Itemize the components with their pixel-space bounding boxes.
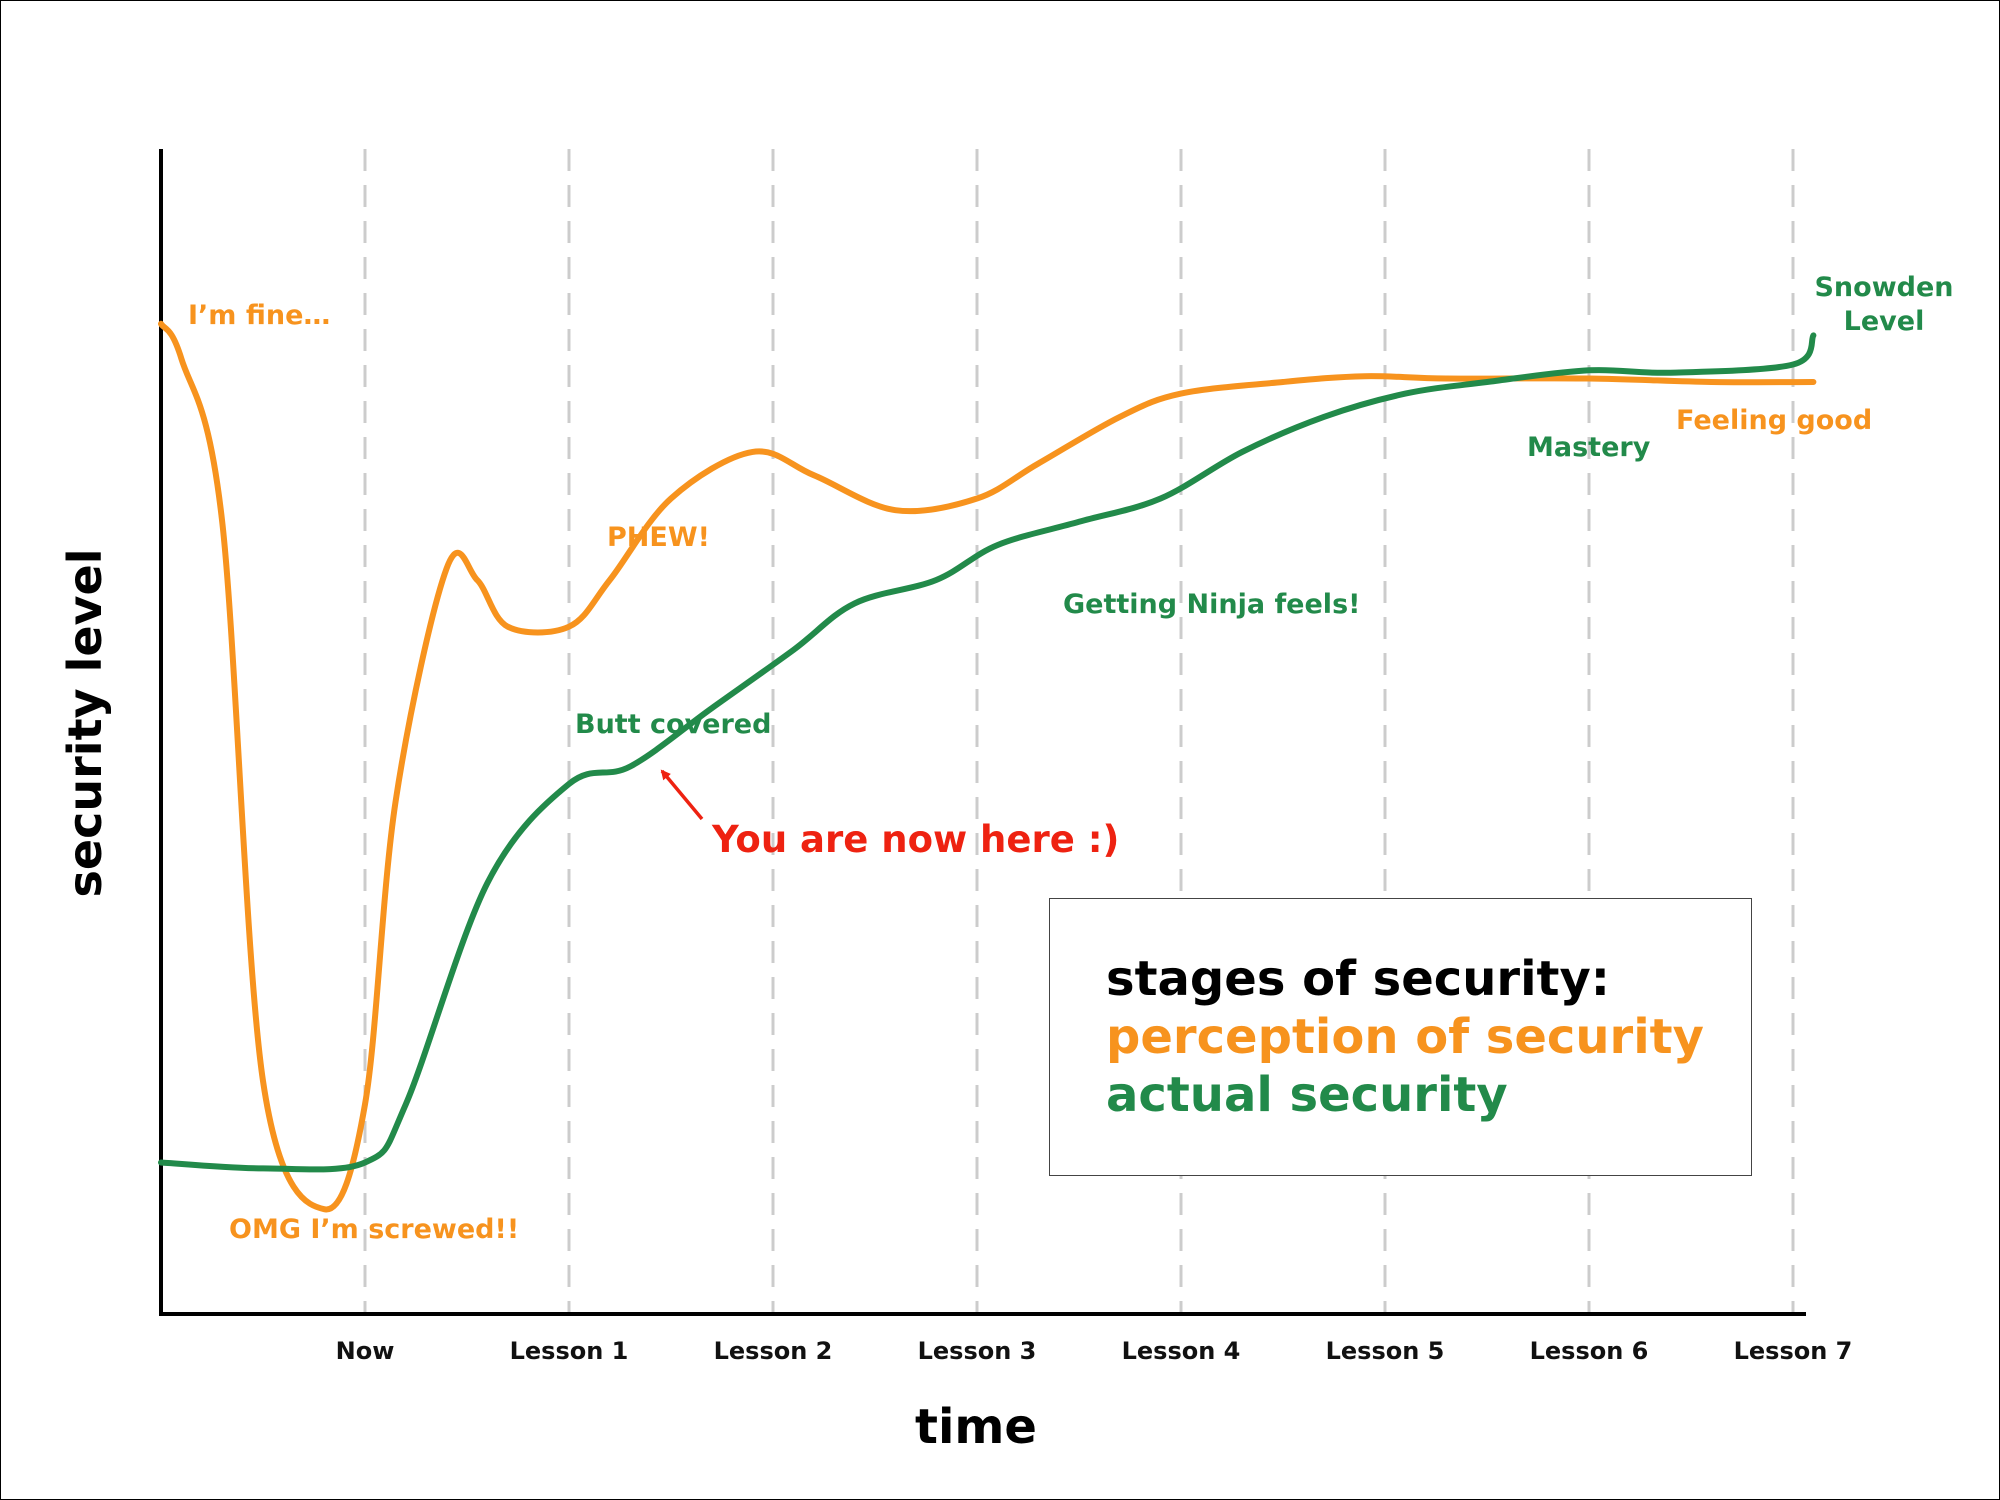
legend-entry-perception: perception of security: [1106, 1009, 1704, 1065]
legend-entry-actual: actual security: [1106, 1067, 1508, 1123]
x-tick-label: Lesson 1: [510, 1337, 629, 1365]
annotation-ninja: Getting Ninja feels!: [1063, 589, 1360, 620]
y-axis-title: security level: [58, 549, 112, 898]
annotation-snowden: Snowden: [1814, 272, 1953, 303]
annotation-omg: OMG I’m screwed!!: [229, 1214, 519, 1245]
x-tick-label: Now: [336, 1337, 395, 1365]
annotation-mastery: Mastery: [1527, 432, 1651, 463]
annotation-im-fine: I’m fine…: [188, 300, 330, 331]
legend-title: stages of security:: [1106, 951, 1610, 1007]
x-tick-label: Lesson 2: [714, 1337, 833, 1365]
annotation-butt-covered: Butt covered: [575, 709, 771, 740]
gridlines: [363, 149, 1795, 1314]
x-tick-label: Lesson 7: [1734, 1337, 1853, 1365]
x-tick-label: Lesson 4: [1122, 1337, 1241, 1365]
x-axis-title: time: [915, 1399, 1037, 1455]
axes: [159, 149, 1806, 1316]
annotation-snowden-level: Level: [1844, 306, 1925, 337]
annotation-phew: PHEW!: [607, 522, 710, 553]
x-tick-labels: Now Lesson 1 Lesson 2 Lesson 3 Lesson 4 Lesso…: [336, 1337, 1853, 1365]
series-actual-line: [158, 332, 1817, 1173]
legend: stages of security: perception of securi…: [1049, 898, 1752, 1176]
annotation-feeling-good: Feeling good: [1676, 405, 1872, 436]
you-are-here-label: You are now here :): [711, 818, 1119, 861]
series-perception-line: [158, 320, 1817, 1213]
you-are-here-arrow: [660, 769, 704, 821]
series-lines: [158, 320, 1817, 1213]
x-tick-label: Lesson 5: [1326, 1337, 1445, 1365]
x-tick-label: Lesson 6: [1530, 1337, 1649, 1365]
x-tick-label: Lesson 3: [918, 1337, 1037, 1365]
